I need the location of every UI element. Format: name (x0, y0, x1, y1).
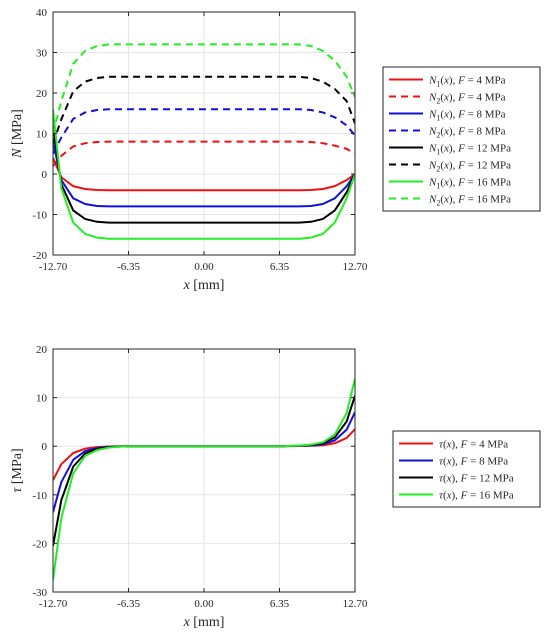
y-tick-label: 10 (36, 129, 48, 141)
normal-force-chart: -12.70 -6.35 0.00 6.35 12.70 -20 -10 0 10 20 30 40 x… (10, 7, 541, 293)
x-axis-label: x [mm] (183, 615, 225, 630)
shear-stress-chart: -12.70 -6.35 0.00 6.35 12.70 -30 -20 -10 0 10 20 x … (10, 344, 541, 630)
y-tick-label: 20 (36, 88, 48, 100)
series-line-blue-dashed (53, 108, 355, 155)
legend-entry: N2(x), F = 12 MPa (428, 160, 511, 174)
y-tick-label: -10 (32, 210, 47, 222)
series-line-red-solid (53, 157, 355, 192)
legend-box (382, 66, 541, 212)
legend-entry: τ(x), F = 16 MPa (439, 490, 514, 502)
x-tick-label: 0.00 (194, 598, 214, 610)
y-tick-label: 40 (36, 7, 48, 19)
legend-entry: N1(x), F = 8 MPa (428, 109, 506, 123)
legend-entry: N2(x), F = 16 MPa (428, 194, 511, 208)
legend-entry: N1(x), F = 16 MPa (428, 177, 511, 191)
x-tick-label: -12.70 (39, 598, 68, 610)
x-tick-label: 6.35 (270, 261, 290, 273)
y-tick-label: 0 (42, 169, 48, 181)
series-line-green-solid (53, 378, 355, 580)
y-tick-label: -10 (32, 490, 47, 502)
legend-entry: N2(x), F = 4 MPa (428, 92, 506, 106)
series-line-blue-solid (53, 141, 355, 208)
legend: N1(x), F = 4 MPa N2(x), F = 4 MPa N1(x), F… (382, 66, 541, 212)
y-tick-label: 0 (42, 441, 48, 453)
y-tick-label: 30 (36, 48, 48, 60)
y-tick-label: -20 (32, 250, 47, 262)
x-tick-label: -6.35 (117, 598, 140, 610)
y-tick-label: 20 (36, 344, 48, 356)
series-line-green-solid (53, 109, 355, 240)
legend-entry: N1(x), F = 4 MPa (428, 75, 506, 89)
series-line-red-dashed (53, 140, 355, 167)
y-tick-label: -30 (32, 587, 47, 599)
legend-entry: τ(x), F = 12 MPa (439, 473, 514, 485)
legend-entry: τ(x), F = 4 MPa (439, 439, 508, 451)
legend-entry: N1(x), F = 12 MPa (428, 143, 511, 157)
x-tick-label: 6.35 (270, 598, 290, 610)
legend: τ(x), F = 4 MPa τ(x), F = 8 MPa τ(x), F = … (392, 430, 541, 508)
series-line-black-solid (53, 125, 355, 224)
x-tick-label: -6.35 (117, 261, 140, 273)
x-tick-label: -12.70 (39, 261, 68, 273)
x-tick-label: 12.70 (343, 261, 368, 273)
legend-entry: N2(x), F = 8 MPa (428, 126, 506, 140)
legend-entry: τ(x), F = 8 MPa (439, 456, 508, 468)
x-axis-label: x [mm] (183, 278, 225, 293)
series-line-green-dashed (53, 43, 355, 134)
y-axis-label: N [MPa] (10, 109, 25, 159)
y-tick-label: -20 (32, 538, 47, 550)
y-tick-label: 10 (36, 393, 48, 405)
x-tick-label: 0.00 (194, 261, 214, 273)
x-tick-label: 12.70 (343, 598, 368, 610)
series-line-black-dashed (53, 75, 355, 144)
y-axis-label: τ [MPa] (10, 448, 25, 492)
